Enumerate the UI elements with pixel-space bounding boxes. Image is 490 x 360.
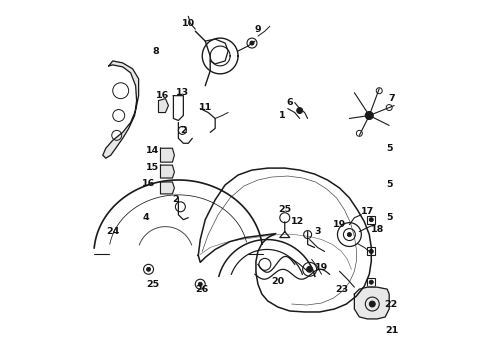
Text: 8: 8 xyxy=(152,46,159,55)
Circle shape xyxy=(250,41,254,45)
Polygon shape xyxy=(161,148,174,162)
Circle shape xyxy=(369,280,373,284)
Text: 18: 18 xyxy=(370,225,384,234)
Text: 1: 1 xyxy=(278,111,285,120)
Circle shape xyxy=(369,249,373,253)
Polygon shape xyxy=(103,61,139,158)
Text: 12: 12 xyxy=(291,217,304,226)
Text: 26: 26 xyxy=(196,285,209,294)
Text: 2: 2 xyxy=(180,126,187,135)
Text: 5: 5 xyxy=(386,180,392,189)
Text: 5: 5 xyxy=(386,213,392,222)
Text: 23: 23 xyxy=(335,285,348,294)
Text: 13: 13 xyxy=(176,88,189,97)
Bar xyxy=(368,247,375,255)
Text: 20: 20 xyxy=(271,277,284,286)
Circle shape xyxy=(307,266,313,272)
Text: 21: 21 xyxy=(386,326,399,335)
Text: 9: 9 xyxy=(255,25,261,34)
Text: 15: 15 xyxy=(146,163,159,172)
Bar xyxy=(368,216,375,224)
Circle shape xyxy=(369,301,375,307)
Text: 16: 16 xyxy=(142,180,155,189)
Text: 22: 22 xyxy=(385,300,398,309)
Text: 7: 7 xyxy=(389,94,395,103)
Bar xyxy=(368,278,375,286)
Circle shape xyxy=(347,233,351,237)
Text: 10: 10 xyxy=(182,19,195,28)
Polygon shape xyxy=(158,99,169,113)
Text: 25: 25 xyxy=(146,280,159,289)
Text: 19: 19 xyxy=(333,220,346,229)
Text: 16: 16 xyxy=(156,91,169,100)
Text: 4: 4 xyxy=(142,213,149,222)
Polygon shape xyxy=(161,165,174,178)
Circle shape xyxy=(198,282,202,286)
Circle shape xyxy=(366,112,373,120)
Text: 19: 19 xyxy=(315,263,328,272)
Polygon shape xyxy=(161,182,174,194)
Text: 17: 17 xyxy=(361,207,374,216)
Text: 25: 25 xyxy=(278,205,292,214)
Circle shape xyxy=(369,218,373,222)
Text: 11: 11 xyxy=(198,103,212,112)
Text: 3: 3 xyxy=(315,227,321,236)
Text: 14: 14 xyxy=(146,146,159,155)
Circle shape xyxy=(147,267,150,271)
Text: 24: 24 xyxy=(106,227,120,236)
Circle shape xyxy=(297,108,303,113)
Polygon shape xyxy=(354,287,389,319)
Text: 6: 6 xyxy=(287,98,293,107)
Text: 5: 5 xyxy=(386,144,392,153)
Text: 2: 2 xyxy=(172,195,179,204)
